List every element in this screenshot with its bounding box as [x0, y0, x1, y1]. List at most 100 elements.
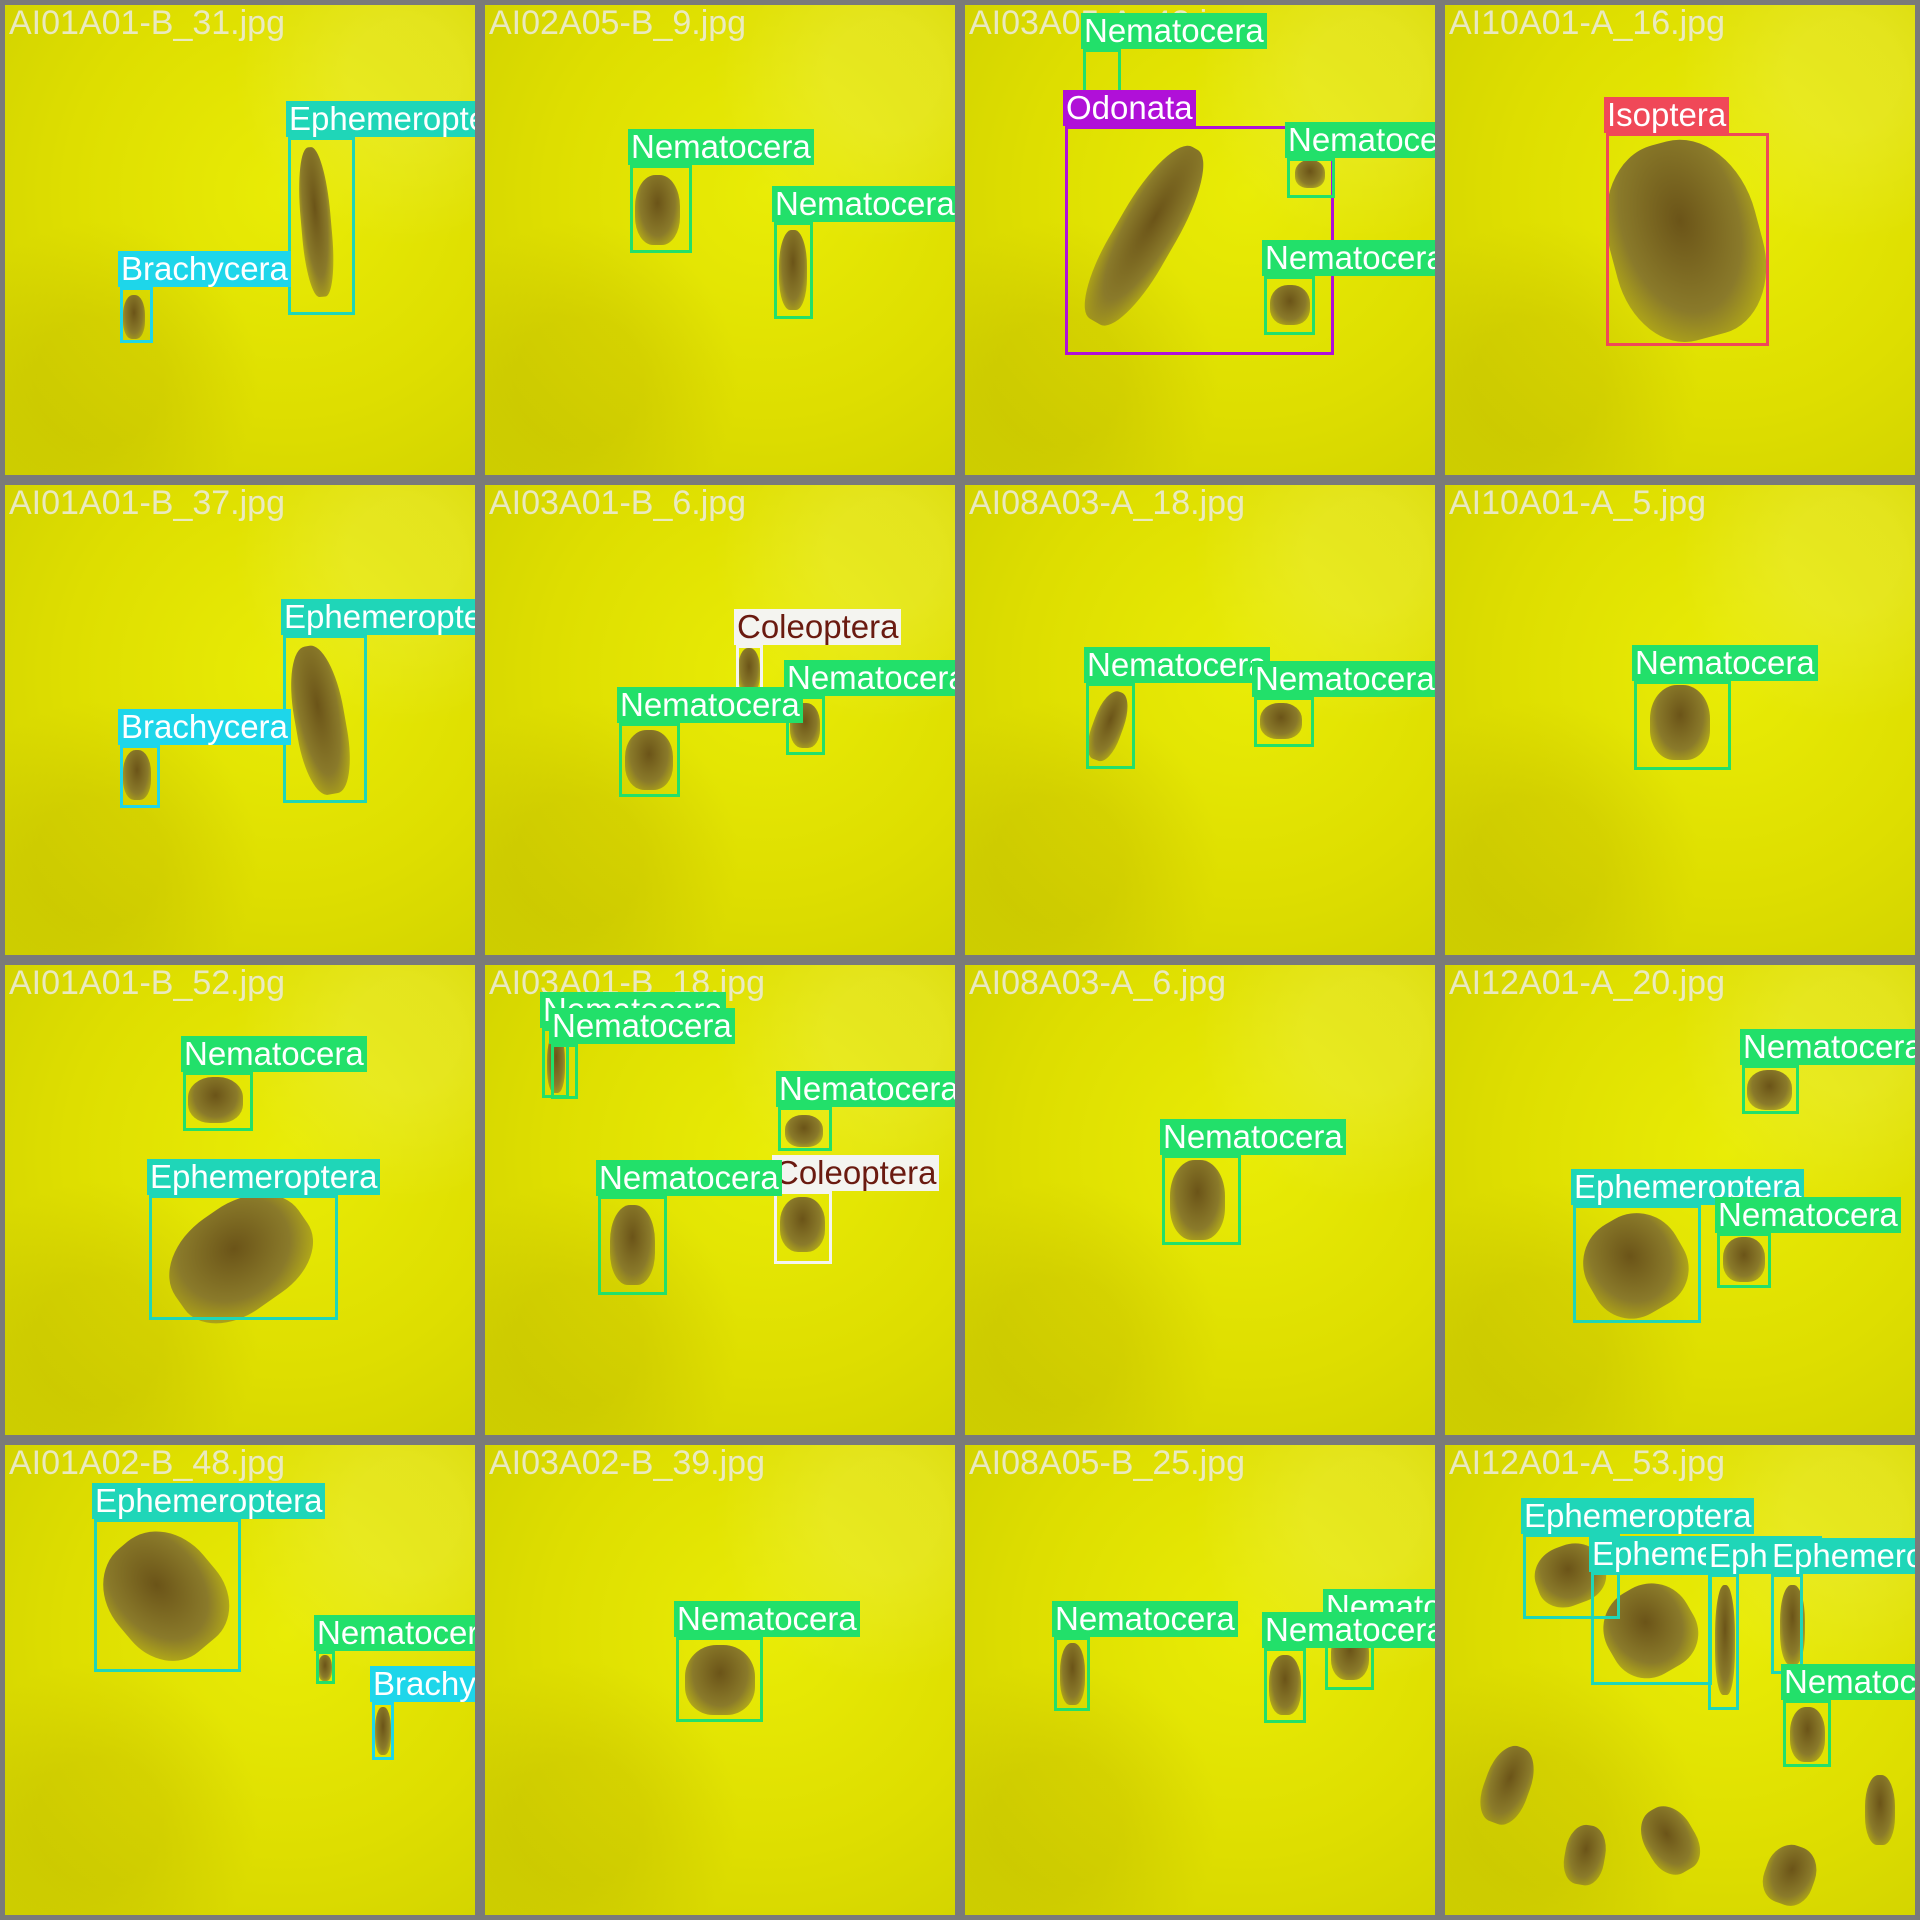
- detection-ephemeroptera: Ephemeroptera: [286, 101, 475, 315]
- detection-coleoptera: Coleoptera: [734, 609, 902, 697]
- bounding-box: [1523, 1534, 1620, 1619]
- bounding-box: [316, 1651, 335, 1684]
- detection-nematocera: Nematocera: [1262, 1612, 1435, 1723]
- class-label: Ephemeroptera: [286, 101, 475, 137]
- insect-specimen: [1295, 160, 1325, 188]
- detection-brachycera: Brachycera: [370, 1666, 475, 1760]
- insect-specimen: [1560, 1821, 1610, 1889]
- bounding-box: [120, 745, 160, 808]
- detection-nematocera: Nematocera: [314, 1615, 475, 1684]
- image-filename: AI08A05-B_25.jpg: [969, 1445, 1245, 1482]
- detection-nematocera: Nematocera: [1781, 1664, 1915, 1767]
- class-label: Ephemeroptera: [92, 1483, 326, 1519]
- detection-nematocera: Nematocera: [784, 660, 955, 755]
- image-tile: AI03A02-B_39.jpg Nematocera: [485, 1445, 955, 1915]
- class-label: Nematocera: [1285, 122, 1435, 158]
- insect-specimen: [188, 1077, 243, 1123]
- image-filename: AI10A01-A_5.jpg: [1449, 485, 1707, 522]
- detection-nematocera: Nematocera: [1632, 645, 1818, 770]
- class-label: Nematocera: [1084, 647, 1270, 683]
- bounding-box: [676, 1637, 763, 1722]
- insect-specimen: [375, 1707, 391, 1755]
- class-label: Ephemeroptera: [147, 1159, 381, 1195]
- insect-specimen: [123, 295, 145, 339]
- image-filename: AI12A01-A_53.jpg: [1449, 1445, 1725, 1482]
- bounding-box: [1264, 1648, 1306, 1723]
- bounding-box: [183, 1072, 253, 1131]
- bounding-box: [1287, 158, 1335, 198]
- bounding-box: [1606, 133, 1769, 346]
- bounding-box: [149, 1195, 338, 1320]
- class-label: Brachycera: [118, 709, 291, 745]
- image-tile: AI12A01-A_20.jpg Nematocera Ephemeroptera N…: [1445, 965, 1915, 1435]
- image-filename: AI01A01-B_52.jpg: [9, 965, 285, 1002]
- class-label: Brachycera: [118, 251, 291, 287]
- class-label: Nematocera: [628, 129, 814, 165]
- detection-ephemeroptera: Ephemeroptera: [1706, 1538, 1915, 1710]
- class-label: Coleoptera: [772, 1155, 940, 1191]
- detection-nematocera: Nematocera: [776, 1071, 955, 1151]
- insect-specimen: [1630, 1797, 1710, 1883]
- detection-ephemeroptera: Ephemeroptera: [1571, 1169, 1805, 1323]
- bounding-box: [774, 222, 813, 319]
- image-filename: AI10A01-A_16.jpg: [1449, 5, 1725, 42]
- detection-nematocera: Nematocera: [596, 1160, 782, 1295]
- insect-specimen: [1650, 685, 1710, 760]
- detection-nematocera: Nematocera: [772, 186, 955, 319]
- insect-specimen: [318, 1655, 332, 1681]
- image-filename: AI08A03-A_6.jpg: [969, 965, 1227, 1002]
- bounding-box: [288, 137, 355, 315]
- bounding-box: [619, 723, 680, 797]
- bounding-box: [1783, 1700, 1831, 1767]
- image-tile: AI08A03-A_18.jpg Nematocera Nematocera: [965, 485, 1435, 955]
- insect-specimen: [1790, 1707, 1825, 1762]
- class-label: Ephemeroptera: [281, 599, 475, 635]
- insect-specimen: [1756, 1838, 1824, 1912]
- insect-specimen: [779, 230, 807, 310]
- bounding-box: [283, 635, 367, 803]
- class-label: Nematocera: [776, 1071, 955, 1107]
- detection-isoptera: Isoptera: [1604, 97, 1769, 346]
- image-filename: AI01A01-B_37.jpg: [9, 485, 285, 522]
- insect-specimen: [1270, 285, 1310, 325]
- detection-nematocera: Nematocera: [674, 1601, 860, 1722]
- bounding-box: [1634, 681, 1731, 770]
- class-label: Isoptera: [1604, 97, 1730, 133]
- class-label: Nematocera: [314, 1615, 475, 1651]
- bounding-box: [94, 1519, 241, 1672]
- image-tile: AI01A01-B_52.jpg Nematocera Ephemeroptera: [5, 965, 475, 1435]
- image-filename: AI03A01-B_6.jpg: [489, 485, 747, 522]
- class-label: Nematocera: [617, 687, 803, 723]
- class-label: Nematocera: [181, 1036, 367, 1072]
- image-tile: AI10A01-A_16.jpg Isoptera: [1445, 5, 1915, 475]
- detection-nematocera: Nematocera: [1262, 240, 1435, 335]
- class-label: Ephemeroptera: [1769, 1538, 1915, 1574]
- detection-ephemeroptera: Ephemeroptera: [1521, 1498, 1755, 1619]
- bounding-box: [598, 1196, 667, 1295]
- image-filename: AI12A01-A_20.jpg: [1449, 965, 1725, 1002]
- insect-specimen: [785, 1115, 823, 1147]
- detection-nematocera: Nematocera: [1160, 1119, 1346, 1245]
- detection-nematocera: Nematocera: [1715, 1197, 1901, 1288]
- class-label: Nematocera: [596, 1160, 782, 1196]
- insect-specimen: [610, 1205, 655, 1285]
- bounding-box: [551, 1044, 578, 1099]
- detection-brachycera: Brachycera: [118, 251, 291, 343]
- class-label: Coleoptera: [734, 609, 902, 645]
- insect-specimen: [1472, 1739, 1543, 1831]
- class-label: Nematocera: [1052, 1601, 1238, 1637]
- insect-specimen: [625, 730, 673, 790]
- bounding-box: [1742, 1065, 1799, 1114]
- class-label: Nematocera: [772, 186, 955, 222]
- insect-specimen: [738, 648, 760, 694]
- insect-specimen: [1260, 703, 1302, 739]
- insect-specimen: [1269, 1655, 1301, 1715]
- class-label: Ephemeroptera: [1521, 1498, 1755, 1534]
- detection-nematocera: Nematocera: [549, 1008, 735, 1099]
- bounding-box: [778, 1107, 832, 1151]
- insect-specimen: [1060, 1643, 1085, 1705]
- insect-specimen: [685, 1645, 755, 1715]
- insect-specimen: [123, 750, 151, 800]
- class-label: Odonata: [1063, 90, 1196, 126]
